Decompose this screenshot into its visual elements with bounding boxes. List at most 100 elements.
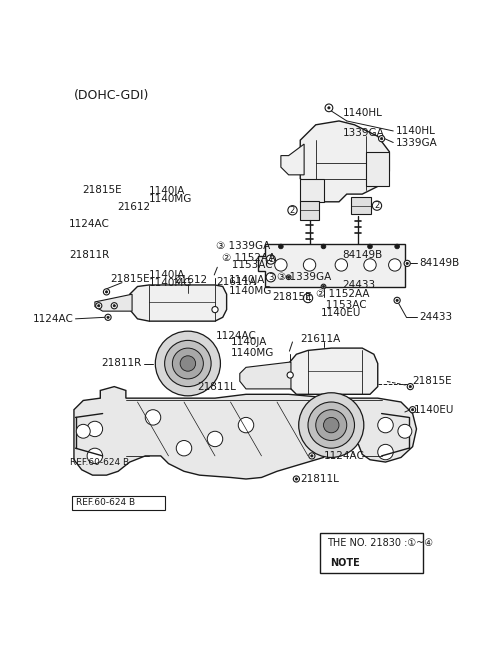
Circle shape (97, 305, 100, 307)
Text: REF.60-624 B: REF.60-624 B (75, 498, 134, 508)
Polygon shape (300, 121, 389, 202)
Circle shape (324, 417, 339, 433)
Text: ③ 1339GA: ③ 1339GA (216, 241, 271, 251)
Polygon shape (258, 244, 405, 286)
Text: 1140HL: 1140HL (396, 126, 435, 136)
Circle shape (372, 201, 382, 210)
Polygon shape (74, 386, 417, 479)
Circle shape (288, 206, 297, 215)
Circle shape (165, 341, 211, 386)
Text: 1140MG: 1140MG (230, 348, 274, 358)
Text: 1124AC: 1124AC (324, 451, 364, 461)
Text: 1339GA: 1339GA (396, 138, 437, 147)
Circle shape (266, 272, 276, 282)
Circle shape (394, 297, 400, 303)
Text: 21811R: 21811R (69, 250, 109, 260)
Polygon shape (281, 144, 304, 175)
Text: 1140JA: 1140JA (229, 275, 265, 286)
Polygon shape (366, 152, 389, 187)
Circle shape (407, 384, 413, 390)
Circle shape (266, 255, 276, 264)
Circle shape (308, 402, 355, 448)
FancyBboxPatch shape (72, 496, 165, 510)
Circle shape (398, 424, 412, 438)
Text: 21612: 21612 (175, 275, 208, 286)
Polygon shape (130, 285, 227, 321)
Text: 21811L: 21811L (198, 383, 237, 392)
Circle shape (311, 455, 313, 457)
Text: 1339GA: 1339GA (343, 128, 384, 138)
Text: 84149B: 84149B (343, 250, 383, 260)
Circle shape (87, 421, 103, 437)
Circle shape (103, 289, 109, 295)
Text: 1124AC: 1124AC (216, 331, 257, 341)
Circle shape (396, 299, 398, 301)
Circle shape (335, 259, 348, 271)
Text: 21815E: 21815E (110, 274, 150, 284)
Circle shape (309, 453, 315, 459)
Circle shape (303, 293, 312, 303)
Circle shape (409, 385, 411, 388)
Circle shape (113, 305, 115, 307)
Circle shape (107, 316, 109, 318)
Circle shape (404, 260, 410, 267)
Text: THE NO. 21830 :①~④: THE NO. 21830 :①~④ (326, 538, 432, 548)
Circle shape (87, 448, 103, 464)
Text: 1140JA: 1140JA (149, 185, 186, 196)
Circle shape (381, 138, 383, 140)
Text: 24433: 24433 (419, 312, 452, 322)
Text: NOTE: NOTE (330, 558, 360, 568)
Circle shape (180, 356, 196, 371)
Circle shape (323, 286, 324, 288)
Polygon shape (350, 197, 371, 214)
Circle shape (293, 476, 300, 482)
Circle shape (411, 409, 414, 411)
Circle shape (325, 104, 333, 112)
Text: 4: 4 (305, 293, 311, 303)
Circle shape (378, 444, 393, 460)
Circle shape (395, 244, 399, 249)
Text: 1153AC: 1153AC (316, 300, 366, 310)
Text: 3: 3 (268, 272, 274, 282)
Text: 1140MG: 1140MG (149, 194, 192, 204)
Circle shape (105, 291, 108, 293)
Circle shape (364, 259, 376, 271)
Circle shape (389, 259, 401, 271)
Text: 21815E: 21815E (413, 376, 452, 386)
Text: 21612: 21612 (118, 202, 151, 212)
Polygon shape (300, 179, 324, 202)
Text: 1: 1 (268, 255, 274, 264)
Circle shape (321, 244, 326, 249)
Text: 1140EU: 1140EU (321, 308, 361, 318)
Text: 1153AC: 1153AC (222, 260, 273, 271)
Text: 1124AC: 1124AC (33, 314, 74, 324)
FancyBboxPatch shape (321, 533, 423, 573)
Circle shape (172, 348, 204, 379)
Text: ② 1152AA: ② 1152AA (222, 253, 276, 263)
Circle shape (105, 314, 111, 320)
Text: 24433: 24433 (343, 280, 376, 290)
Circle shape (238, 417, 254, 433)
Circle shape (278, 244, 283, 249)
Text: (DOHC-GDI): (DOHC-GDI) (74, 89, 149, 102)
Circle shape (328, 107, 330, 109)
Circle shape (288, 276, 290, 278)
Circle shape (145, 409, 161, 425)
Circle shape (379, 136, 385, 141)
Text: ③ 1339GA: ③ 1339GA (277, 272, 331, 282)
Polygon shape (240, 362, 291, 389)
Text: 2: 2 (374, 201, 380, 210)
Text: 84149B: 84149B (419, 259, 459, 269)
Polygon shape (300, 201, 319, 219)
Circle shape (299, 393, 364, 457)
Circle shape (176, 441, 192, 456)
Text: ② 1152AA: ② 1152AA (316, 290, 369, 299)
Circle shape (207, 431, 223, 447)
Circle shape (275, 259, 287, 271)
Circle shape (287, 372, 293, 378)
Text: 1140EU: 1140EU (414, 405, 455, 415)
Text: 21815E: 21815E (272, 292, 312, 302)
Circle shape (368, 244, 372, 249)
Circle shape (76, 424, 90, 438)
Text: 21611A: 21611A (216, 277, 256, 288)
